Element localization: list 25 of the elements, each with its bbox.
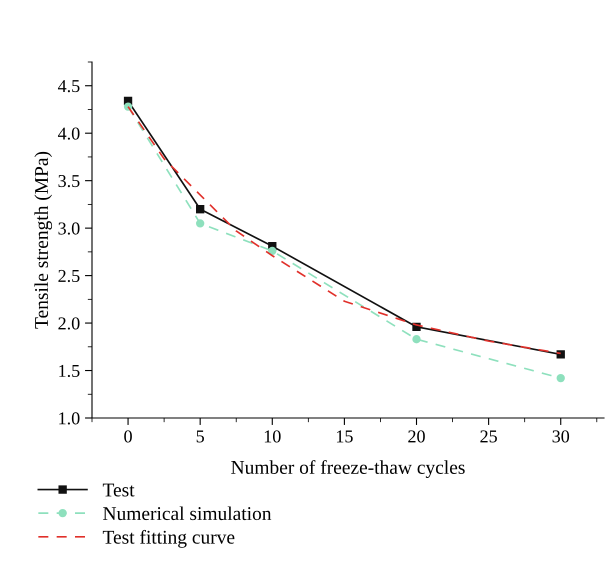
legend-label: Test: [102, 484, 135, 497]
legend-label: Test fitting curve: [102, 530, 234, 548]
x-tick-label: 5: [196, 430, 204, 443]
point: [268, 246, 276, 256]
y-tick-label: 1.0: [59, 412, 80, 425]
x-tick-label: 15: [336, 430, 353, 443]
y-tick-label: 2.5: [58, 270, 80, 282]
x-tick-label: 25: [480, 430, 497, 443]
x-tick-label: 30: [552, 430, 570, 443]
y-tick-label: 2.0: [58, 317, 80, 330]
x-tick-label: 10: [264, 430, 281, 443]
y-tick-label: 4.5: [58, 80, 80, 92]
point: [412, 335, 421, 344]
point: [196, 219, 204, 228]
x-tick-label: 20: [408, 430, 425, 443]
y-tick-label: 3.5: [58, 174, 80, 188]
point: [196, 204, 204, 214]
x-tick-label: 0: [124, 430, 132, 443]
point: [556, 374, 565, 382]
y-tick-label: 4.0: [58, 127, 80, 140]
y-tick-label: 3.0: [58, 222, 80, 235]
legend-label: Numerical simulation: [103, 506, 272, 520]
y-axis-title: Tensile strength (MPa): [34, 152, 52, 329]
y-tick-label: 1.5: [59, 364, 80, 378]
x-axis-title: Number of freeze-thaw cycles: [231, 460, 465, 478]
